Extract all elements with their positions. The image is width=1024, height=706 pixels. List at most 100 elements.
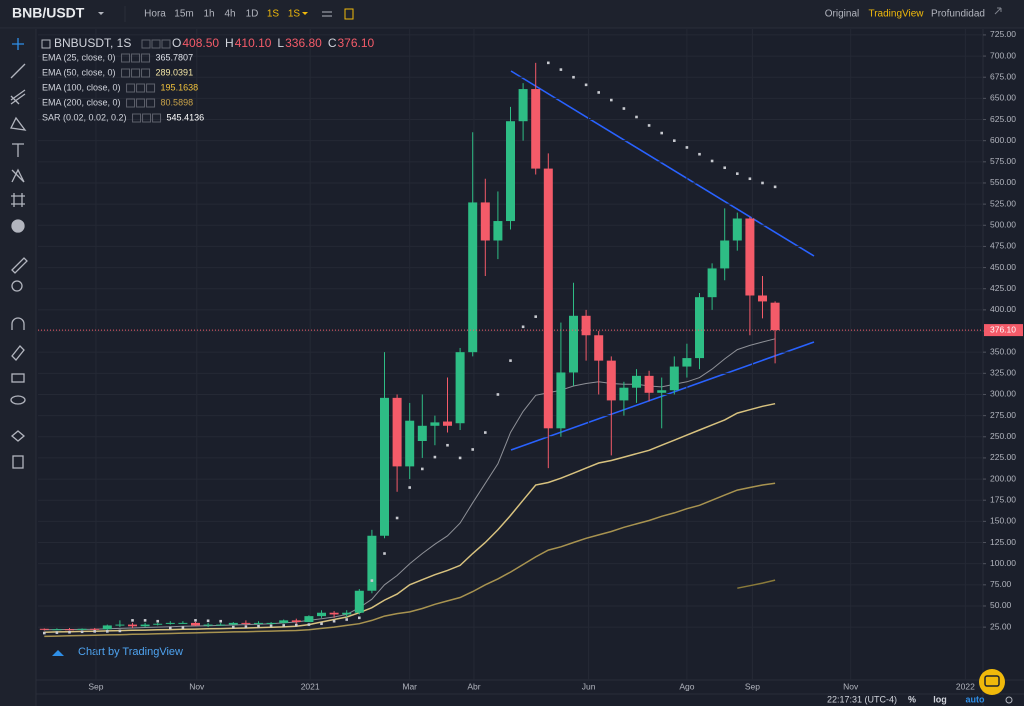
legend-button[interactable] [121,68,131,78]
trend-line-tool[interactable] [10,63,26,79]
interval-button[interactable]: 1h [203,9,214,20]
dropdown-caret[interactable] [302,12,308,15]
candle-body [606,360,616,401]
legend-button[interactable] [131,53,141,63]
indicator-name: EMA (25, close, 0) [42,52,116,62]
candle-body [682,358,692,367]
sar-dot [219,619,222,623]
price-tag [984,324,1023,337]
ruler-tool[interactable] [11,257,28,274]
candle-body [291,620,301,623]
projection-tool[interactable] [11,168,25,183]
candle-body [443,421,452,426]
interval-button[interactable]: 15m [174,9,193,20]
interval-button[interactable]: 1S [267,9,280,20]
legend-button[interactable] [121,53,131,63]
legend-button[interactable] [131,68,141,78]
ohlc-value: 410.10 [235,36,272,50]
legend-button[interactable] [126,83,136,93]
magnet-tool[interactable] [11,317,25,330]
draw-mode-tool[interactable] [11,345,25,361]
scale-button[interactable]: % [908,694,916,704]
indicator-icon[interactable] [344,8,354,20]
sar-dot [433,455,437,459]
indicator-name: SAR (0.02, 0.02, 0.2) [42,112,127,122]
indicator-name: EMA (50, close, 0) [42,67,116,77]
candle-body [317,612,326,617]
legend-button[interactable] [136,83,146,93]
sar-dot [43,631,46,635]
fullscreen-icon[interactable] [994,7,1002,15]
sar-dot [55,631,59,634]
sar-dot [572,75,575,79]
sar-dot [194,619,197,622]
interval-button[interactable]: 1D [246,9,259,20]
text-tool[interactable] [12,143,24,157]
measure-tool[interactable] [11,193,25,207]
legend-button[interactable] [126,98,136,108]
trendline-lower[interactable] [510,341,815,451]
candle-body [90,628,100,630]
scale-button[interactable]: auto [966,694,986,704]
settings-icon[interactable] [322,11,332,17]
fib-tool[interactable] [10,89,26,105]
sar-dot [181,626,185,629]
layers-tool[interactable] [10,430,26,442]
y-tick-label: 300.00 [990,389,1016,399]
sar-dot [118,629,122,633]
interval-button[interactable]: 4h [224,9,235,20]
view-tab[interactable]: Original [825,9,859,20]
legend-button[interactable] [146,83,156,93]
symbol-caret[interactable] [98,12,104,15]
sar-dot [206,619,210,623]
sar-dot [370,579,374,582]
legend-button[interactable] [141,39,151,49]
sar-dot [559,68,563,71]
legend-button[interactable] [132,113,142,123]
scale-button[interactable]: log [933,694,947,704]
legend-button[interactable] [146,98,156,108]
ohlc-key: O [172,36,181,50]
zoom-tool[interactable] [11,280,23,292]
candle-body [732,218,742,241]
candle-body [493,221,503,241]
candle-body [216,624,226,626]
indicator-value: 289.0391 [156,67,194,77]
x-tick-label: Sep [88,681,103,691]
indicator-value: 195.1638 [161,82,199,92]
view-tab[interactable]: TradingView [868,9,924,20]
trash-tool[interactable] [12,455,24,469]
symbol[interactable]: BNB/USDT [12,5,85,21]
candle-body [178,622,188,624]
candle-body [707,268,717,298]
legend-button[interactable] [141,68,151,78]
legend-button[interactable] [141,53,151,63]
tv-logo [52,650,64,656]
pattern-tool[interactable] [10,116,27,131]
sar-dot [534,315,537,318]
legend-button[interactable] [151,39,161,49]
visibility-tool[interactable] [10,395,26,405]
sar-dot [156,619,159,623]
legend-button[interactable] [152,113,162,123]
interval-dropdown[interactable]: 1S [288,9,301,20]
view-tab[interactable]: Profundidad [931,9,985,20]
candle-body [455,352,465,424]
legend-button[interactable] [142,113,152,123]
sar-dot [269,624,273,628]
sar-dot [723,166,726,170]
candle-body [619,387,629,401]
watermark[interactable]: Chart by TradingView [78,646,183,658]
ohlc-value: 376.10 [337,36,374,50]
chat-button[interactable] [979,669,1005,695]
legend-button[interactable] [161,39,171,49]
crosshair-tool[interactable] [12,38,24,50]
candle-body [52,629,62,631]
legend-collapse[interactable] [41,39,51,49]
legend-button[interactable] [136,98,146,108]
interval-button[interactable]: Hora [144,9,166,20]
icon-tool[interactable] [11,219,25,233]
lock-tool[interactable] [11,373,25,383]
sar-dot [521,325,525,329]
gear-icon[interactable] [1005,696,1013,704]
